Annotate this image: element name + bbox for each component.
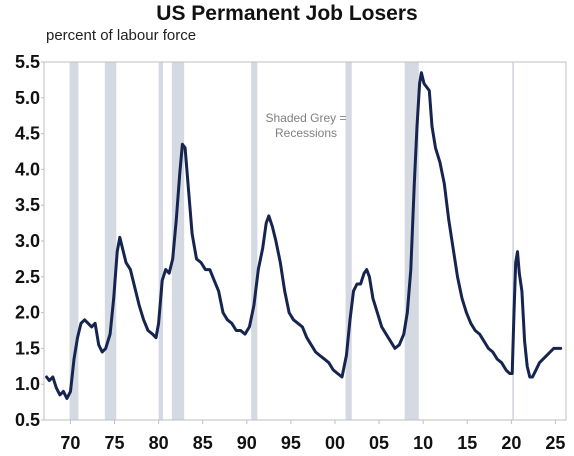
y-tick-label: 4.0	[15, 159, 40, 179]
y-tick-label: 3.0	[15, 231, 40, 251]
recession-note-line-1: Shaded Grey =	[265, 111, 346, 125]
recession-note-line-2: Recessions	[275, 126, 337, 140]
x-tick-label: 70	[60, 433, 80, 453]
x-tick-label: 90	[237, 433, 257, 453]
series-line-0	[45, 71, 563, 400]
recession-band-2	[158, 62, 164, 420]
x-tick-label: 10	[413, 433, 433, 453]
y-tick-label: 2.5	[15, 267, 40, 287]
y-tick-label: 0.5	[15, 410, 40, 430]
y-tick-label: 1.5	[15, 338, 40, 358]
chart-subtitle: percent of labour force	[46, 27, 197, 44]
y-tick-label: 5.0	[15, 88, 40, 108]
recession-band-0	[69, 62, 79, 420]
x-tick-label: 85	[193, 433, 213, 453]
recession-band-5	[345, 62, 352, 420]
x-tick-label: 05	[369, 433, 389, 453]
recession-band-4	[251, 62, 258, 420]
y-axis-ticks: 0.5 1.0 1.5 2.0 2.5 3.0 3.5 4.0 4.5 5.0 5.5	[15, 52, 44, 430]
x-tick-label: 80	[149, 433, 169, 453]
x-tick-label: 25	[545, 433, 565, 453]
y-tick-label: 2.0	[15, 303, 40, 323]
x-tick-label: 20	[501, 433, 521, 453]
x-tick-label: 95	[281, 433, 301, 453]
x-tick-label: 75	[105, 433, 125, 453]
recession-band-7	[512, 62, 514, 420]
y-tick-label: 1.0	[15, 374, 40, 394]
y-tick-label: 5.5	[15, 52, 40, 72]
x-tick-label: 00	[325, 433, 345, 453]
recession-band-1	[104, 62, 117, 420]
series-lines	[45, 71, 563, 400]
y-tick-label: 3.5	[15, 195, 40, 215]
x-axis-ticks: 70 75 80 85 90 95 00 05 10 15 20 25	[60, 420, 565, 453]
y-tick-label: 4.5	[15, 124, 40, 144]
chart-title: US Permanent Job Losers	[156, 2, 418, 25]
x-tick-label: 15	[457, 433, 477, 453]
